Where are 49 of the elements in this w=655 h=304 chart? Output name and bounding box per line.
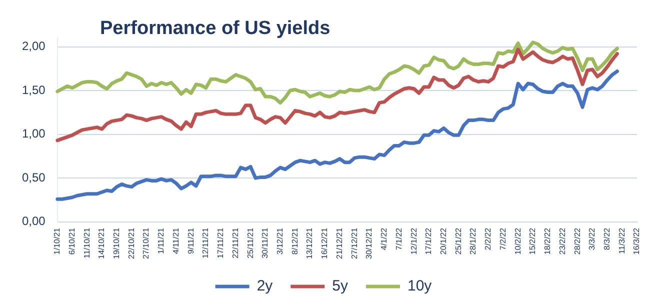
- chart-title: Performance of US yields: [100, 18, 330, 40]
- x-tick-label: 4/1/22: [380, 227, 389, 250]
- x-tick-label: 21/12/21: [334, 227, 344, 259]
- legend-label: 5y: [332, 278, 348, 295]
- x-tick-label: 12/11/21: [201, 227, 210, 258]
- x-tick-label: 8/12/21: [290, 227, 300, 255]
- x-tick-label: 14/10/21: [97, 227, 106, 259]
- y-tick-label: 1,00: [22, 126, 46, 141]
- x-tick-label: 28/2/22: [572, 227, 582, 255]
- x-tick-label: 27/12/21: [350, 227, 359, 259]
- x-tick-label: 8/3/22: [602, 227, 612, 250]
- x-tick-label: 2/2/22: [484, 227, 493, 250]
- x-tick-label: 17/1/22: [424, 227, 434, 255]
- y-tick-label: 0,00: [22, 214, 46, 228]
- x-tick-label: 3/12/21: [276, 227, 284, 255]
- x-tick-label: 3/3/22: [588, 227, 597, 250]
- x-tick-label: 1/11/21: [156, 227, 166, 254]
- y-tick-label: 0,50: [22, 170, 46, 184]
- x-tick-label: 30/12/21: [364, 227, 374, 259]
- x-tick-label: 19/10/21: [112, 227, 122, 259]
- x-tick-label: 11/3/22: [617, 227, 626, 254]
- x-tick-label: 25/11/21: [246, 227, 255, 258]
- x-tick-label: 17/11/21: [216, 227, 226, 258]
- y-tick-label: 1,50: [22, 82, 46, 97]
- x-tick-label: 28/1/22: [468, 227, 478, 255]
- x-tick-label: 15/2/22: [528, 227, 538, 255]
- x-tick-label: 16/3/22: [632, 227, 642, 255]
- x-tick-label: 27/10/21: [142, 227, 151, 259]
- x-tick-label: 11/10/21: [82, 227, 92, 258]
- x-tick-label: 18/2/22: [543, 227, 552, 255]
- x-tick-label: 7/2/22: [498, 227, 508, 250]
- x-tick-label: 7/1/22: [394, 227, 404, 250]
- x-tick-label: 6/10/21: [67, 227, 76, 255]
- x-tick-label: 1/10/21: [52, 227, 62, 255]
- x-tick-label: 25/1/22: [454, 227, 463, 255]
- x-tick-label: 22/11/21: [230, 227, 240, 258]
- x-tick-label: 22/10/21: [126, 227, 136, 259]
- x-tick-label: 12/1/22: [409, 227, 418, 255]
- x-tick-label: 13/12/21: [305, 227, 314, 259]
- legend-label: 2y: [256, 278, 274, 295]
- x-tick-label: 30/11/21: [260, 227, 270, 258]
- y-tick-label: 2,00: [22, 39, 46, 54]
- legend-label: 10y: [408, 278, 432, 295]
- x-tick-label: 23/2/22: [558, 227, 567, 255]
- x-tick-label: 10/2/22: [513, 227, 522, 255]
- x-tick-label: 9/11/21: [186, 227, 196, 254]
- x-tick-label: 20/1/22: [438, 227, 448, 255]
- x-tick-label: 4/11/21: [171, 227, 180, 254]
- x-tick-label: 16/12/21: [320, 227, 330, 259]
